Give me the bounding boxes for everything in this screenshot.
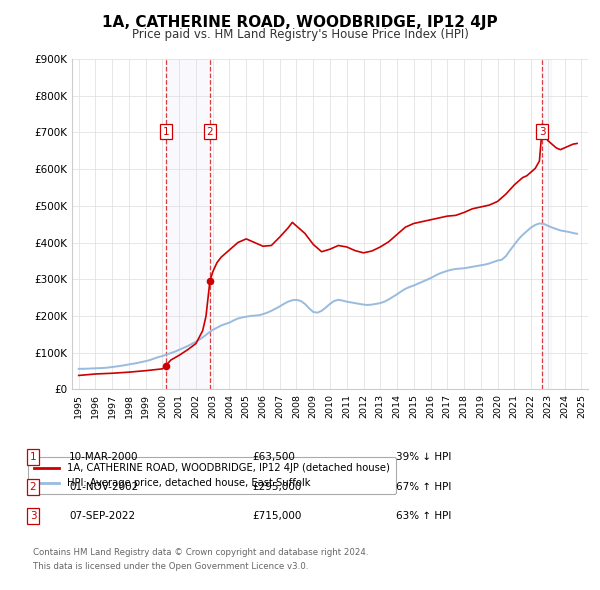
Text: £63,500: £63,500: [252, 453, 295, 462]
Text: 07-SEP-2022: 07-SEP-2022: [69, 512, 135, 521]
Text: 01-NOV-2002: 01-NOV-2002: [69, 482, 138, 491]
Text: Contains HM Land Registry data © Crown copyright and database right 2024.: Contains HM Land Registry data © Crown c…: [33, 548, 368, 558]
Text: 39% ↓ HPI: 39% ↓ HPI: [396, 453, 451, 462]
Text: 3: 3: [29, 512, 37, 521]
Text: 2: 2: [206, 127, 213, 137]
Text: 63% ↑ HPI: 63% ↑ HPI: [396, 512, 451, 521]
Text: This data is licensed under the Open Government Licence v3.0.: This data is licensed under the Open Gov…: [33, 562, 308, 571]
Text: Price paid vs. HM Land Registry's House Price Index (HPI): Price paid vs. HM Land Registry's House …: [131, 28, 469, 41]
Text: £715,000: £715,000: [252, 512, 301, 521]
Text: 1A, CATHERINE ROAD, WOODBRIDGE, IP12 4JP: 1A, CATHERINE ROAD, WOODBRIDGE, IP12 4JP: [102, 15, 498, 30]
Text: 2: 2: [29, 482, 37, 491]
Text: 1: 1: [163, 127, 169, 137]
Legend: 1A, CATHERINE ROAD, WOODBRIDGE, IP12 4JP (detached house), HPI: Average price, d: 1A, CATHERINE ROAD, WOODBRIDGE, IP12 4JP…: [28, 457, 396, 494]
Text: £295,000: £295,000: [252, 482, 301, 491]
Text: 67% ↑ HPI: 67% ↑ HPI: [396, 482, 451, 491]
Text: 3: 3: [539, 127, 545, 137]
Text: 10-MAR-2000: 10-MAR-2000: [69, 453, 139, 462]
Text: 1: 1: [29, 453, 37, 462]
Bar: [166, 59, 210, 389]
Bar: [542, 59, 551, 389]
